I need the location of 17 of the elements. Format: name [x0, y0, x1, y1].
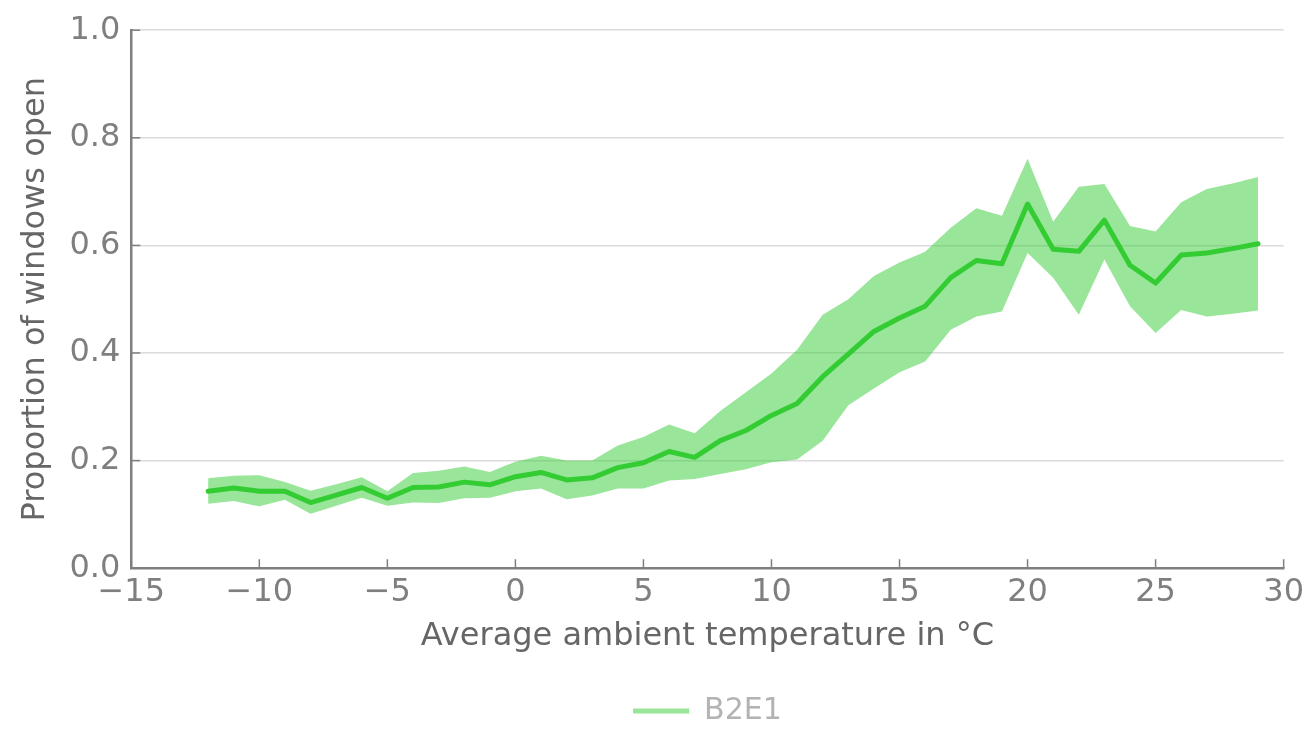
y-axis-title: Proportion of windows open: [13, 77, 52, 522]
x-tick-label: −5: [363, 570, 411, 609]
legend-label: B2E1: [704, 690, 782, 726]
y-tick-label: 0.4: [69, 331, 121, 370]
x-tick-label: 25: [1135, 570, 1176, 609]
x-axis-title: Average ambient temperature in °C: [420, 615, 995, 654]
y-tick-label: 0.2: [69, 438, 121, 477]
x-tick-label: 0: [505, 570, 526, 609]
x-tick-label: 15: [879, 570, 920, 609]
x-tick-label: 5: [633, 570, 654, 609]
x-tick-label: 10: [751, 570, 792, 609]
x-tick-label: 20: [1007, 570, 1048, 609]
x-tick-label: 30: [1263, 570, 1304, 609]
y-tick-label: 1.0: [69, 8, 121, 47]
x-tick-label: −10: [225, 570, 294, 609]
y-tick-label: 0.6: [69, 223, 121, 262]
y-tick-label: 0.8: [69, 116, 121, 155]
